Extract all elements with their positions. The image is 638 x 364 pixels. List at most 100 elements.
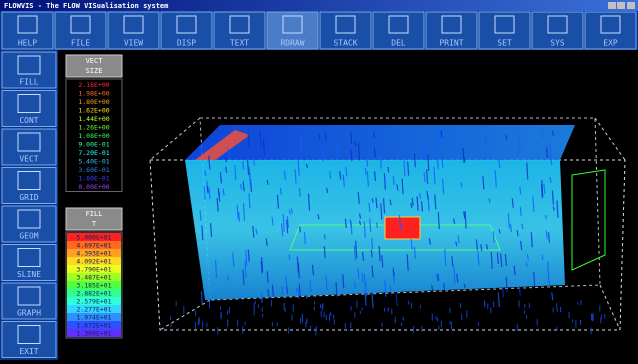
vector-streak [262,138,266,156]
vector-streak [427,154,430,171]
button-icon [229,15,250,34]
toolbar-button[interactable]: SYS [531,11,584,50]
vector-streak [521,223,524,230]
vector-streak [519,186,522,195]
vector-streak [203,186,206,200]
vector-streak [501,287,505,298]
toolbar-button[interactable]: FILE [54,11,107,50]
vector-streak [431,284,434,291]
toolbar-button[interactable]: VIEW [107,11,160,50]
sidebar-button[interactable]: SLINE [1,244,57,281]
vector-streak [208,155,211,170]
sidebar-button[interactable]: GEOM [1,205,57,243]
vector-streak [226,147,230,155]
vector-streak [389,199,392,206]
vector-streak [516,151,519,157]
vector-streak [252,157,256,166]
sidebar-button[interactable]: FILL [1,51,57,89]
vector-streak [349,219,352,227]
toolbar-button[interactable]: SET [478,11,531,50]
window-title: FLOWVIS - The FLOW VISualisation system [4,2,168,10]
sidebar-button[interactable]: GRID [1,167,57,204]
vector-streak [297,159,300,176]
vector-streak [309,279,312,293]
vector-streak [298,188,301,197]
vector-streak [545,230,548,240]
vector-streak [368,202,371,213]
vector-streak [437,212,440,230]
vector-streak [436,155,439,169]
vector-streak [354,281,357,289]
legend-entry: 5.40E-01 [78,157,109,165]
vector-streak [436,274,439,282]
vector-streak [436,142,439,154]
vector-streak [363,221,366,238]
sidebar-button[interactable]: VECT [1,128,57,166]
toolbar-button[interactable]: PRINT [425,11,478,50]
vector-streak [488,197,491,204]
button-icon [547,15,568,34]
vector-streak [219,172,223,184]
legend-swatch [67,257,121,265]
vector-streak [494,170,497,188]
sidebar-button[interactable]: CONT [1,90,57,127]
button-label: EXP [603,39,618,48]
vector-streak [426,169,429,184]
toolbar-button[interactable]: RDRAW [266,11,319,50]
vector-streak [290,208,293,214]
vector-streak [392,175,395,185]
button-label: SLINE [17,270,41,279]
vector-streak [526,162,529,180]
box-edge [149,117,201,161]
toolbar-button[interactable]: DEL [372,11,425,50]
toolbar-button[interactable]: EXP [584,11,637,50]
legend-entry: 1.672E+01 [76,322,111,330]
vector-streak [317,214,320,220]
legend-entry: 3.185E+01 [76,282,111,290]
vector-streak [242,269,245,285]
legend-entry: 9.00E-01 [78,140,109,148]
vector-streak [396,184,399,191]
legend-entry: 1.98E+00 [78,89,109,97]
vector-streak [492,231,495,243]
button-face [1,205,57,243]
legend-swatch [67,297,121,305]
vector-streak [342,174,345,188]
vector-streak [242,181,245,192]
legend-swatch [67,249,121,257]
vector-streak [371,265,374,278]
vector-streak [303,232,306,244]
vector-streak [411,197,414,206]
vector-streak [484,152,487,159]
vector-streak [373,147,376,158]
toolbar-button[interactable]: STACK [319,11,372,50]
button-label: TEXT [230,39,249,48]
vector-streak [260,292,263,303]
maximize-button[interactable] [617,2,625,9]
button-face [584,11,637,50]
legend-swatch [67,321,121,329]
sidebar-button[interactable]: GRAPH [1,282,57,320]
vector-streak [375,197,378,209]
button-label: FILE [71,39,90,48]
vector-streak [375,222,379,229]
vector-streak [464,211,467,229]
toolbar-button[interactable]: HELP [1,11,54,50]
vector-streak [364,283,368,297]
close-button[interactable] [627,2,635,9]
sidebar-button[interactable]: EXIT [1,321,57,358]
vector-streak [366,171,369,187]
vector-streak [519,206,522,216]
vector-streak [325,275,328,290]
minimize-button[interactable] [608,2,616,9]
vector-streak [373,171,377,182]
toolbar-button[interactable]: DISP [160,11,213,50]
box-edge [159,299,211,331]
vector-streak [398,215,402,230]
vector-streak [354,140,357,147]
vector-streak [237,211,241,222]
vector-streak [228,153,232,160]
toolbar-button[interactable]: TEXT [213,11,266,50]
button-icon [17,55,41,75]
vector-streak [329,171,332,179]
